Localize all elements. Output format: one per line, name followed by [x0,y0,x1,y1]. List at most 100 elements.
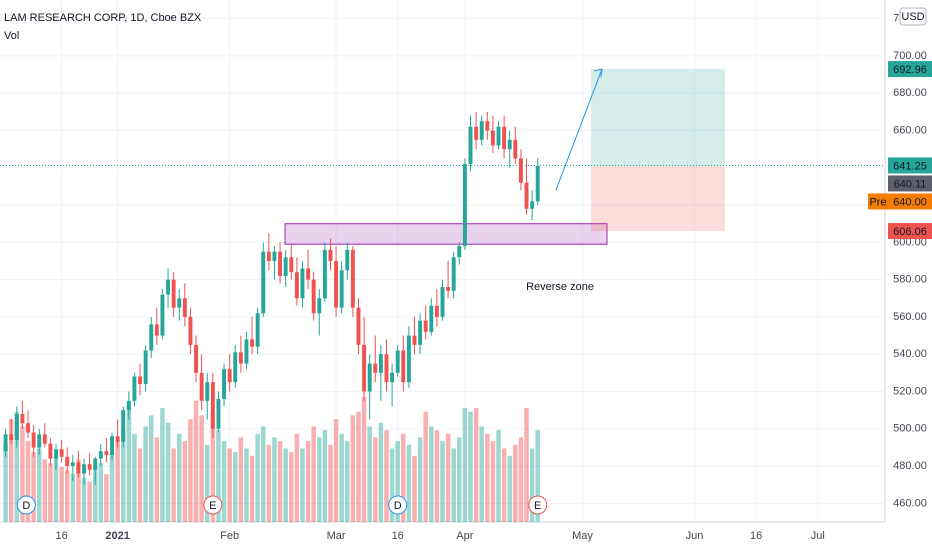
volume-bar [182,441,188,522]
volume-bar [333,419,339,522]
volume-bar [238,437,244,522]
candle-body [166,279,170,295]
volume-bar [25,441,31,522]
volume-bar [205,444,210,522]
candle-body [406,335,411,383]
stop-zone [591,165,725,232]
volume-bar [277,441,283,522]
price-label: 606.06 [893,226,927,238]
candle-body [345,249,350,271]
x-tick-label: 16 [392,530,404,542]
y-tick-label: 540.00 [893,348,927,360]
volume-bar [361,397,367,522]
event-label: D [394,500,402,512]
candle-body [496,126,501,146]
candle-body [479,121,484,140]
candle-body [3,434,8,452]
candle-body [423,320,428,332]
candle-body [143,350,148,385]
currency-box[interactable] [899,7,927,26]
volume-bar [3,444,8,522]
candle-body [462,164,467,247]
volume-bar [76,459,81,522]
candle-body [199,372,204,401]
volume-bar [513,444,518,522]
y-tick-label: 600.00 [893,236,927,248]
candle-body [82,464,86,474]
candle-body [26,423,30,433]
price-label: 641.25 [893,160,927,172]
event-marker[interactable] [528,495,548,515]
volume-bar [423,411,428,522]
y-tick-label: 480.00 [893,460,927,472]
volume-bar [328,444,333,522]
target-zone [591,69,725,166]
candle-body [395,350,400,373]
candle-body [518,158,523,183]
candle-body [322,249,327,299]
volume-bar [249,455,255,522]
pre-tag: Pre [869,196,886,208]
event-marker[interactable] [203,495,223,515]
candle-body [233,352,238,383]
candle-body [216,398,221,429]
price-label-bg [888,175,932,192]
candle-body [104,451,109,455]
candle-body [524,182,529,209]
candle-body [401,350,406,383]
currency[interactable]: USD [901,11,924,23]
candle-body [362,344,367,392]
volume-bar [412,455,417,522]
candle-body [255,313,260,347]
volume-bar [283,448,288,522]
volume-bar [98,463,104,522]
volume-bar [451,448,456,522]
volume-bar [8,419,14,522]
candle-body [48,443,53,459]
y-tick-label: 680.00 [893,87,927,99]
candle-body [434,305,439,317]
volume-bar [199,415,204,522]
volume-bar [20,426,25,522]
candle-body [328,249,333,261]
zone-label: Reverse zone [526,281,594,293]
volume-bar [496,430,501,522]
y-tick-label: 700.00 [893,50,927,62]
candle-body [244,339,249,364]
volume-bar [109,452,115,522]
chart-title: LAM RESEARCH CORP, 1D, Cboe BZX [4,12,202,24]
volume-bar [31,452,36,522]
volume-bar [115,441,120,522]
volume-bar [160,408,165,522]
x-tick-label: 16 [750,530,762,542]
candle-body [87,464,92,470]
candle-body [384,354,389,383]
price-label-bg [888,193,932,210]
candle-body [70,462,75,467]
candle-body [222,369,227,399]
event-marker[interactable] [388,495,408,515]
volume-bar [70,474,76,522]
volume-bar [524,408,529,522]
candle-body [154,324,159,336]
candle-body [300,268,305,299]
candle-body [502,126,507,150]
candle-body [289,257,294,273]
volume-bar [132,433,137,522]
candle-body [261,251,266,314]
volume-bar [473,408,479,522]
candle-body [93,458,98,470]
candle-body [182,298,187,317]
volume-bar [148,415,154,522]
candle-body [446,287,451,291]
candle-body [513,139,518,159]
event-marker[interactable] [16,495,36,515]
volume-bar [244,448,249,522]
candle-body [149,324,154,351]
event-label: E [209,500,216,512]
volume-bar [255,433,260,522]
candle-body [194,344,199,373]
x-tick-label: Apr [456,530,473,542]
candle-body [20,413,25,424]
arrow-head [593,68,603,78]
